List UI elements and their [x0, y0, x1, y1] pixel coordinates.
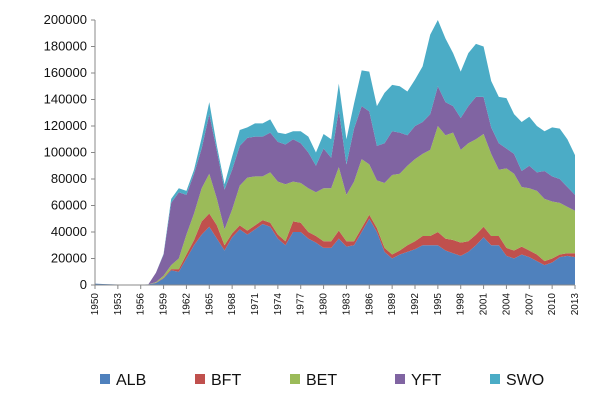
y-tick-label: 200000	[44, 12, 87, 27]
legend-item-yft: YFT	[395, 372, 441, 389]
legend-swatch	[290, 374, 300, 384]
y-tick-label: 80000	[51, 171, 87, 186]
area-swo	[95, 20, 575, 285]
legend-swatch	[490, 374, 500, 384]
legend-label: SWO	[506, 372, 544, 389]
y-tick-label: 160000	[44, 65, 87, 80]
x-tick-label: 1971	[250, 293, 261, 316]
x-tick-label: 2010	[547, 293, 558, 316]
legend-item-swo: SWO	[490, 372, 544, 389]
y-tick-label: 140000	[44, 92, 87, 107]
legend-label: BFT	[211, 372, 241, 389]
x-tick-label: 1980	[319, 293, 330, 316]
x-tick-label: 2004	[501, 293, 512, 316]
x-tick-label: 2007	[524, 293, 535, 316]
area-bft	[95, 213, 575, 285]
x-tick-label: 1950	[90, 293, 101, 316]
x-tick-label: 1983	[341, 293, 352, 316]
x-tick-label: 1995	[433, 293, 444, 316]
legend-swatch	[195, 374, 205, 384]
y-tick-label: 120000	[44, 118, 87, 133]
area-series-group	[95, 20, 575, 285]
legend-item-bft: BFT	[195, 372, 241, 389]
x-tick-label: 1962	[181, 293, 192, 316]
y-tick-label: 60000	[51, 198, 87, 213]
x-tick-label: 1965	[204, 293, 215, 316]
x-tick-label: 1959	[159, 293, 170, 316]
y-tick-label: 20000	[51, 251, 87, 266]
legend-swatch	[100, 374, 110, 384]
area-bet	[95, 126, 575, 285]
x-tick-label: 1953	[113, 293, 124, 316]
legend-item-bet: BET	[290, 372, 337, 389]
legend-label: BET	[306, 372, 337, 389]
y-tick-label: 0	[80, 277, 87, 292]
x-tick-label: 1956	[136, 293, 147, 316]
x-axis-ticks: 1950 1953 1956 1959 1962 1965 1968 1971 1974 1977…	[90, 285, 581, 315]
x-tick-label: 1998	[456, 293, 467, 316]
area-yft	[95, 86, 575, 285]
y-tick-label: 100000	[44, 145, 87, 160]
legend-label: YFT	[411, 372, 441, 389]
x-tick-label: 1974	[273, 293, 284, 316]
y-tick-label: 180000	[44, 39, 87, 54]
legend-label: ALB	[116, 372, 146, 389]
x-tick-label: 2013	[570, 293, 581, 316]
area-alb	[95, 218, 575, 285]
x-tick-label: 1968	[227, 293, 238, 316]
legend-swatch	[395, 374, 405, 384]
x-tick-label: 1992	[410, 293, 421, 316]
x-tick-label: 1986	[364, 293, 375, 316]
x-tick-label: 1989	[387, 293, 398, 316]
legend: ALB BFT BET YFT SWO	[100, 372, 544, 389]
x-tick-label: 2001	[479, 293, 490, 316]
y-axis-ticks: 0 20000 40000 60000 80000 100000 120000 140000 1…	[44, 12, 95, 292]
y-tick-label: 40000	[51, 224, 87, 239]
legend-item-alb: ALB	[100, 372, 146, 389]
x-tick-label: 1977	[296, 293, 307, 316]
